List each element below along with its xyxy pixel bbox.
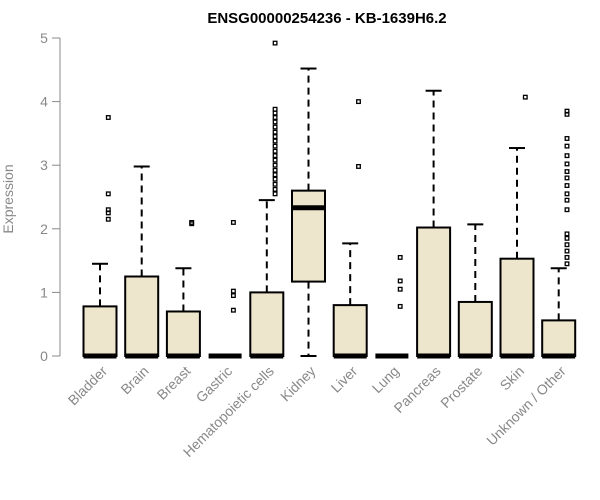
iqr-box — [499, 257, 535, 357]
x-tick-label: Brain — [117, 363, 151, 397]
x-tick-label: Skin — [497, 363, 528, 394]
y-tick-label: 0 — [40, 348, 48, 364]
x-tick-label: Lung — [369, 363, 402, 396]
outlier-point — [564, 136, 570, 141]
outlier-point — [564, 108, 570, 114]
outlier-point — [272, 167, 278, 173]
outlier-point — [105, 207, 111, 213]
outlier-point — [272, 176, 278, 182]
iqr-box — [541, 319, 577, 358]
iqr-box — [249, 291, 285, 357]
outlier-point — [564, 235, 570, 241]
box-prostate — [457, 223, 493, 359]
box-bladder — [82, 115, 118, 359]
y-tick-label: 5 — [40, 30, 48, 46]
outlier-point — [564, 169, 570, 175]
outlier-point — [356, 164, 361, 169]
y-axis-label: Expression — [0, 164, 16, 233]
outlier-point — [105, 115, 111, 120]
box-kidney — [291, 67, 326, 357]
outlier-point — [522, 94, 528, 100]
x-tick-label: Unknown / Other — [483, 363, 569, 449]
box-hematopoietic-cells — [249, 40, 285, 359]
box-gastric — [208, 219, 242, 359]
y-tick-label: 4 — [40, 94, 48, 110]
iqr-box — [165, 310, 201, 358]
iqr-box — [82, 305, 118, 357]
outlier-point — [564, 143, 570, 149]
outlier-point — [272, 138, 278, 144]
y-tick-label: 2 — [40, 221, 48, 237]
outlier-point — [397, 278, 403, 284]
outlier-point — [564, 254, 570, 260]
outlier-point — [105, 191, 111, 197]
outlier-point — [230, 307, 236, 313]
outlier-point — [272, 119, 278, 125]
outlier-point — [564, 191, 570, 197]
x-tick-label: Bladder — [65, 363, 111, 409]
outlier-point — [397, 286, 403, 292]
x-tick-label: Liver — [328, 363, 361, 396]
outlier-point — [272, 191, 278, 197]
outlier-point — [230, 288, 236, 294]
box-brain — [124, 165, 160, 359]
outlier-point — [564, 175, 570, 181]
outlier-point — [564, 207, 570, 213]
outlier-point — [272, 129, 278, 135]
outlier-point — [272, 157, 278, 163]
outlier-point — [564, 231, 570, 237]
outlier-point — [272, 186, 278, 192]
box-liver — [332, 99, 368, 359]
box-breast — [165, 219, 201, 359]
outlier-point — [564, 197, 570, 203]
y-tick-label: 3 — [40, 157, 48, 173]
outlier-point — [272, 143, 278, 149]
outlier-point — [230, 293, 236, 299]
x-tick-label: Kidney — [277, 363, 319, 405]
outlier-point — [230, 219, 236, 225]
outlier-point — [272, 148, 278, 154]
outlier-point — [397, 303, 403, 309]
outlier-point — [397, 254, 403, 260]
iqr-box — [332, 304, 368, 357]
outlier-point — [564, 153, 570, 159]
outlier-point — [189, 219, 195, 225]
chart-title: ENSG00000254236 - KB-1639H6.2 — [207, 10, 446, 27]
outlier-point — [564, 183, 570, 189]
y-tick-label: 1 — [40, 284, 48, 300]
outlier-point — [272, 106, 278, 112]
outlier-point — [272, 40, 278, 46]
x-tick-label: Prostate — [437, 363, 485, 411]
boxes — [82, 40, 577, 359]
outlier-point — [564, 242, 570, 248]
outlier-point — [272, 172, 278, 178]
outlier-point — [272, 181, 278, 187]
box-lung — [375, 254, 409, 359]
outlier-point — [272, 115, 278, 120]
outlier-point — [272, 134, 278, 140]
axes: 0 1 2 3 4 5 — [40, 30, 61, 364]
outlier-point — [564, 248, 570, 254]
outlier-point — [272, 153, 278, 159]
outlier-point — [272, 124, 278, 130]
outlier-point — [564, 161, 570, 167]
iqr-box — [416, 226, 452, 357]
outlier-point — [272, 162, 278, 168]
outlier-point — [272, 110, 278, 116]
box-skin — [499, 94, 535, 359]
outlier-point — [105, 216, 111, 222]
iqr-box — [457, 300, 493, 358]
x-tick-label: Breast — [154, 363, 194, 403]
outlier-point — [356, 99, 361, 105]
iqr-box — [291, 189, 326, 283]
box-pancreas — [416, 89, 452, 359]
iqr-box — [124, 275, 160, 357]
outlier-point — [564, 261, 570, 267]
box-unknown-other — [541, 108, 577, 359]
